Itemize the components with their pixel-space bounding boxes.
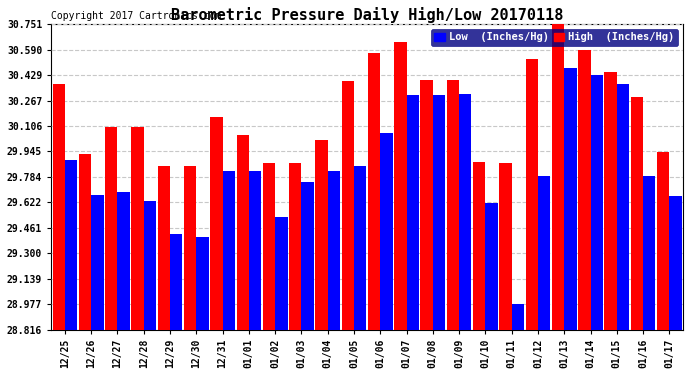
Bar (52, 84, 65, 330)
Bar (354, 166, 366, 330)
Bar (275, 217, 288, 330)
Bar (342, 81, 354, 330)
Bar (368, 53, 380, 330)
Bar (485, 203, 497, 330)
Bar (170, 234, 182, 330)
Bar (406, 95, 419, 330)
Bar (564, 69, 577, 330)
Bar (263, 163, 275, 330)
Bar (631, 97, 643, 330)
Bar (249, 171, 262, 330)
Bar (158, 166, 170, 330)
Bar (394, 42, 406, 330)
Bar (604, 72, 617, 330)
Bar (473, 162, 485, 330)
Bar (91, 195, 103, 330)
Bar (315, 140, 328, 330)
Bar (117, 192, 130, 330)
Bar (144, 201, 156, 330)
Bar (131, 127, 144, 330)
Bar (669, 196, 682, 330)
Bar (196, 237, 208, 330)
Bar (459, 94, 471, 330)
Bar (591, 75, 603, 330)
Bar (447, 80, 459, 330)
Bar (210, 117, 223, 330)
Bar (302, 182, 314, 330)
Bar (105, 127, 117, 330)
Bar (65, 160, 77, 330)
Bar (552, 24, 564, 330)
Bar (79, 154, 91, 330)
Bar (184, 166, 196, 330)
Bar (223, 171, 235, 330)
Bar (512, 304, 524, 330)
Bar (289, 163, 302, 330)
Bar (657, 152, 669, 330)
Bar (420, 80, 433, 330)
Bar (237, 135, 249, 330)
Bar (500, 163, 512, 330)
Bar (538, 176, 551, 330)
Bar (328, 171, 340, 330)
Bar (578, 50, 591, 330)
Bar (526, 59, 538, 330)
Bar (643, 176, 656, 330)
Text: Copyright 2017 Cartronics.com: Copyright 2017 Cartronics.com (51, 11, 221, 21)
Bar (380, 133, 393, 330)
Bar (433, 95, 445, 330)
Legend: Low  (Inches/Hg), High  (Inches/Hg): Low (Inches/Hg), High (Inches/Hg) (431, 29, 678, 46)
Title: Barometric Pressure Daily High/Low 20170118: Barometric Pressure Daily High/Low 20170… (171, 7, 563, 23)
Bar (617, 84, 629, 330)
